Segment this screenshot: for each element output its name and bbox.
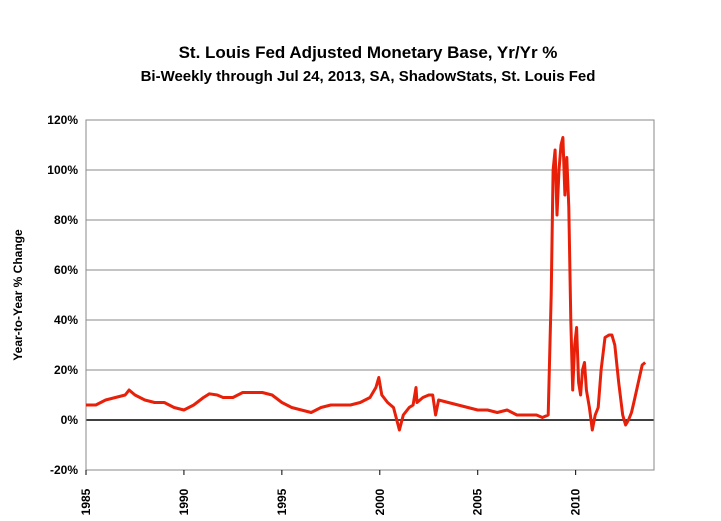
- y-axis-label: Year-to-Year % Change: [11, 229, 25, 361]
- x-tick-label: 1990: [177, 488, 191, 515]
- y-tick-label: 20%: [54, 363, 78, 377]
- y-tick-label: 0%: [61, 413, 79, 427]
- y-tick-label: 80%: [54, 213, 78, 227]
- x-tick-label: 2010: [569, 488, 583, 515]
- chart-title: St. Louis Fed Adjusted Monetary Base, Yr…: [179, 43, 558, 62]
- x-tick-label: 2005: [471, 488, 485, 515]
- x-tick-label: 1995: [275, 488, 289, 515]
- y-tick-label: 40%: [54, 313, 78, 327]
- x-tick-label: 1985: [79, 488, 93, 515]
- y-tick-label: 60%: [54, 263, 78, 277]
- y-tick-label: -20%: [50, 463, 78, 477]
- x-tick-label: 2000: [373, 488, 387, 515]
- y-tick-label: 120%: [47, 113, 78, 127]
- y-tick-label: 100%: [47, 163, 78, 177]
- data-line: [86, 136, 647, 432]
- plot-border: [85, 119, 655, 471]
- chart-subtitle: Bi-Weekly through Jul 24, 2013, SA, Shad…: [141, 68, 596, 85]
